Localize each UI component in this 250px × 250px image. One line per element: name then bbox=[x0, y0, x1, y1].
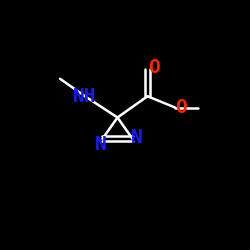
Text: N: N bbox=[96, 135, 107, 154]
Text: NH: NH bbox=[73, 87, 97, 106]
Text: N: N bbox=[130, 128, 142, 147]
Text: O: O bbox=[148, 58, 160, 77]
Text: O: O bbox=[176, 98, 187, 117]
